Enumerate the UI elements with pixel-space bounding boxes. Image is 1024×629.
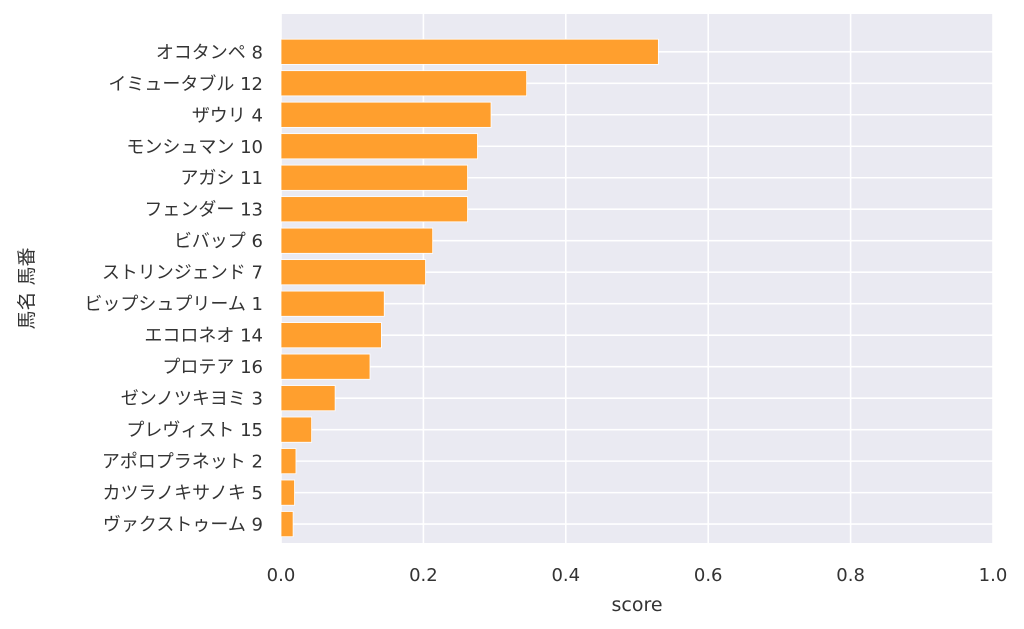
y-tick-label: プロテア 16: [162, 357, 263, 378]
y-tick-label: フェンダー 13: [144, 200, 263, 221]
y-tick-label: オコタンペ 8: [156, 42, 263, 63]
y-tick-label: カツラノキサノキ 5: [103, 483, 263, 504]
bar: [280, 511, 294, 538]
bar: [280, 416, 313, 443]
bar: [280, 227, 434, 254]
y-tick-label: エコロネオ 14: [144, 326, 263, 347]
x-tick-label: 0.6: [694, 565, 723, 586]
y-tick-label: ストリンジェンド 7: [102, 263, 263, 284]
x-tick-label: 0.4: [551, 565, 580, 586]
bar: [280, 164, 468, 191]
y-tick-label: モンシュマン 10: [126, 137, 263, 158]
bar: [280, 353, 371, 380]
y-axis-label: 馬名 馬番: [16, 247, 38, 329]
y-tick-label: イミュータブル 12: [108, 73, 263, 95]
y-tick-label: ビップシュプリーム 1: [84, 294, 263, 315]
bar: [280, 385, 336, 412]
y-tick-label: ザウリ 4: [192, 105, 263, 126]
bar: [280, 322, 382, 349]
bar: [280, 290, 385, 317]
bar: [280, 196, 468, 223]
y-tick-label: プレヴィスト 15: [126, 420, 263, 441]
x-tick-label: 0.2: [409, 565, 438, 586]
bar: [280, 448, 297, 475]
x-axis-label: score: [611, 594, 662, 616]
bar: [280, 133, 478, 160]
bars: [280, 38, 659, 538]
x-tick-label: 0.8: [836, 565, 865, 586]
y-tick-label: アポロプラネット 2: [102, 452, 263, 473]
x-tick-label: 0.0: [267, 565, 296, 586]
bar: [280, 101, 492, 128]
y-tick-label: ゼンノツキヨミ 3: [121, 389, 263, 410]
x-tick-label: 1.0: [979, 565, 1008, 586]
y-tick-label: ヴァクストゥーム 9: [103, 515, 263, 536]
x-tick-labels: 0.0 0.2 0.4 0.6 0.8 1.0: [267, 565, 1008, 586]
y-tick-label: アガシ 11: [180, 168, 263, 189]
bar: [280, 479, 295, 506]
bar: [280, 38, 659, 65]
y-tick-labels: オコタンペ 8 イミュータブル 12 ザウリ 4 モンシュマン 10 アガシ 11 フェン…: [84, 42, 263, 535]
bar: [280, 70, 528, 97]
bar: [280, 259, 426, 286]
y-tick-label: ビバップ 6: [174, 231, 263, 252]
